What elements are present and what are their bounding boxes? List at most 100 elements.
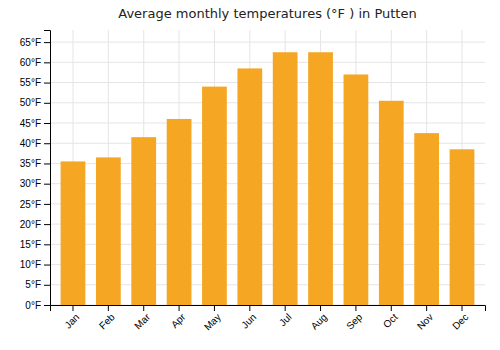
x-tick: Jan [62,305,81,331]
bar [450,149,475,305]
x-tick: Sep [344,305,365,332]
x-axis-line [51,306,486,312]
y-tick-mark [44,42,50,43]
y-tick-mark [44,143,50,144]
x-tick: Oct [381,305,400,330]
x-tick: Nov [415,305,435,332]
y-tick-label: 65°F [20,37,41,48]
y-tick-mark [44,224,50,225]
y-tick-label: 5°F [25,279,41,290]
y-tick: 50°F [20,97,50,108]
x-tick: Jun [239,305,258,331]
x-tick-mark [179,305,180,311]
grid-line-y [50,42,485,43]
bars [61,52,475,305]
title: Average monthly temperatures (°F ) in Pu… [118,6,416,21]
y-axis: 0°F 5°F 10°F 15°F 20°F 25°F 30°F 35°F 40°F 45°F 50… [20,31,51,311]
y-tick: 55°F [20,77,50,88]
y-tick-mark [44,265,50,266]
bar [61,161,86,305]
bar [344,74,369,305]
x-tick-mark [462,305,463,311]
y-tick: 5°F [25,279,50,290]
y-tick: 25°F [20,199,50,210]
y-tick-label: 30°F [20,178,41,189]
x-tick: Aug [309,305,329,332]
y-tick-label: 35°F [20,158,41,169]
x-tick-label: Dec [450,311,470,331]
y-tick: 40°F [20,138,50,149]
x-tick: Dec [450,305,470,332]
y-tick-label: 10°F [20,259,41,270]
y-tick-mark [44,62,50,63]
x-tick: May [202,305,223,333]
y-tick-label: 0°F [25,300,41,311]
y-tick-mark [44,305,50,306]
y-tick-mark [44,103,50,104]
grid-line-y [50,82,485,83]
x-tick-label: Jul [277,311,294,328]
grid-line-y [50,123,485,124]
x-tick-label: Nov [415,311,435,331]
x-tick-mark [355,305,356,311]
bar [379,101,404,305]
x-tick-mark [249,305,250,311]
y-tick: 20°F [20,219,50,230]
x-tick: Mar [132,305,152,331]
y-tick-label: 55°F [20,77,41,88]
bar [96,157,121,305]
chart: 0°F 5°F 10°F 15°F 20°F 25°F 30°F 35°F 40°F 45°F 50… [0,0,500,350]
y-tick: 10°F [20,259,50,270]
y-tick-label: 40°F [20,138,41,149]
x-tick-mark [108,305,109,311]
y-tick-label: 20°F [20,219,41,230]
x-tick-mark [320,305,321,311]
x-tick: Feb [97,305,117,331]
y-tick-label: 60°F [20,57,41,68]
bar [273,52,298,305]
x-tick-mark [214,305,215,311]
y-tick-mark [44,244,50,245]
x-tick-label: Mar [132,311,152,331]
y-tick: 60°F [20,57,50,68]
x-tick-mark [143,305,144,311]
x-tick-label: Jan [62,311,81,330]
y-tick-label: 15°F [20,239,41,250]
bar [167,119,192,305]
grid [50,30,485,305]
y-tick-mark [44,123,50,124]
x-tick: Jul [277,305,294,328]
x-axis: Jan Feb Mar Apr May Jun Jul Aug Sep Oct Nov Dec [51,305,486,333]
x-tick-label: Aug [309,311,329,331]
x-tick-label: Jun [239,311,258,330]
x-tick-mark [391,305,392,311]
grid-line-y [50,102,485,103]
x-tick-label: Sep [344,311,365,332]
bar [202,87,227,305]
bar [414,133,439,305]
y-tick: 65°F [20,37,50,48]
x-tick-mark [285,305,286,311]
y-tick-mark [44,83,50,84]
y-tick: 0°F [25,300,50,311]
x-tick-label: May [202,311,223,332]
y-tick: 35°F [20,158,50,169]
x-tick-mark [426,305,427,311]
bar [131,137,156,305]
y-tick-mark [44,204,50,205]
y-tick-mark [44,184,50,185]
x-tick: Apr [169,305,188,330]
grid-line-y [50,62,485,63]
y-axis-line [44,31,51,306]
plot: 0°F 5°F 10°F 15°F 20°F 25°F 30°F 35°F 40°F 45°F 50… [20,30,486,333]
x-tick-label: Oct [381,311,400,330]
y-tick-label: 45°F [20,118,41,129]
bar [308,52,333,305]
x-tick-label: Feb [97,311,117,331]
bar [237,68,262,305]
y-tick-mark [44,285,50,286]
y-tick: 45°F [20,118,50,129]
x-tick-mark [72,305,73,311]
y-tick: 15°F [20,239,50,250]
x-tick-label: Apr [169,311,188,330]
